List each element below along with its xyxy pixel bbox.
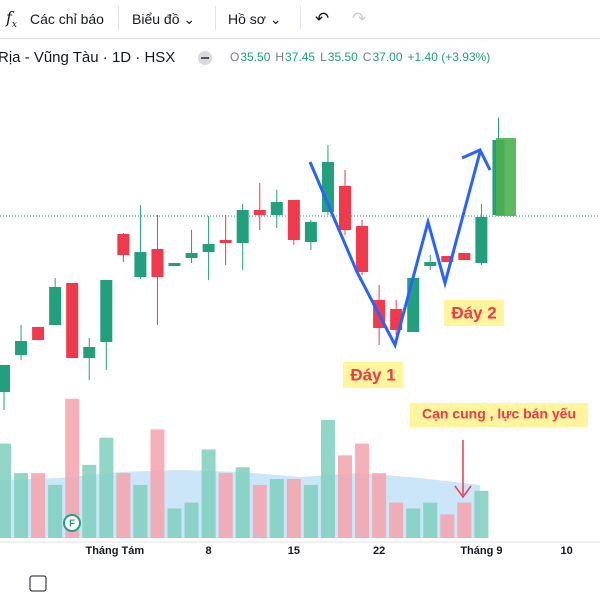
volume-bar: [355, 443, 370, 538]
volume-bar: [133, 484, 148, 538]
fx-icon[interactable]: fx: [6, 8, 17, 31]
volume-bar: [82, 464, 97, 538]
event-icon[interactable]: [63, 514, 81, 532]
redo[interactable]: ↷: [352, 9, 367, 28]
label-bg: [410, 403, 588, 427]
label: Biểu đồ: [132, 11, 180, 27]
chart-button[interactable]: Biểu đồ ⌄: [132, 11, 196, 27]
indicators-button[interactable]: Các chỉ báo: [30, 11, 104, 27]
x-tick-label: Tháng 9: [460, 545, 502, 557]
candle-body: [304, 222, 317, 242]
candle-body: [168, 263, 181, 266]
volume-bar: [303, 484, 318, 538]
candle-body: [32, 327, 45, 340]
candle-body: [236, 210, 249, 243]
volume-bar: [286, 479, 301, 538]
candle-body: [15, 341, 28, 355]
w-pattern: [308, 151, 482, 350]
volume-bar: [218, 473, 233, 538]
ohlc-label: L: [320, 50, 327, 64]
candle-body: [270, 202, 283, 215]
candle-body: [151, 249, 164, 277]
candle-body: [49, 287, 62, 325]
x-tick-label: 10: [561, 545, 573, 557]
candle-body: [219, 240, 232, 243]
ohlc-label: O: [230, 50, 239, 64]
candle-body: [0, 365, 10, 392]
volume-bar: [440, 514, 455, 538]
candle-body: [134, 252, 147, 277]
volume-bar: [48, 484, 63, 538]
label-bg: [343, 362, 403, 388]
calendar-icon[interactable]: [29, 575, 47, 592]
volume-bar: [320, 420, 335, 538]
candle-body: [441, 256, 454, 262]
volume-bar: [31, 473, 46, 538]
target-box: [496, 138, 516, 216]
volume-bar: [338, 455, 352, 538]
volume-bar: [423, 502, 438, 538]
volume-bar: [201, 449, 216, 538]
volume-bar: [14, 473, 29, 538]
candle-body: [339, 186, 351, 230]
volume-bar: [372, 473, 387, 538]
x-tick-label: 22: [373, 545, 385, 557]
candle-body: [475, 217, 488, 263]
volume-bar: [474, 490, 489, 538]
volume-bar: [457, 502, 472, 538]
volume-bar: [252, 484, 267, 538]
annotation: Đáy 2: [451, 303, 496, 322]
volume-bar: [167, 508, 182, 538]
label: Hồ sơ: [228, 11, 266, 27]
ohlc-value: 37.00: [372, 50, 402, 64]
ohlc-value: 35.50: [240, 50, 270, 64]
ohlc-value: 35.50: [328, 50, 358, 64]
ohlc-label: H: [275, 50, 284, 64]
volume-bar: [184, 502, 199, 538]
volume-bar: [150, 429, 165, 538]
svg-text:F: F: [69, 519, 75, 530]
volume-bar: [0, 443, 11, 538]
volume-bar: [406, 508, 421, 538]
label-bg: [444, 300, 504, 326]
candle-body: [202, 244, 215, 252]
candle-body: [100, 280, 113, 342]
candle-body: [185, 253, 198, 258]
arrow-head: [461, 148, 492, 171]
annotation: Cạn cung , lực bán yếu: [422, 406, 576, 422]
volume-bar: [269, 479, 284, 538]
symbol: Rịa - Vũng Tàu · 1D · HSX: [0, 49, 175, 66]
candle-body: [424, 262, 437, 266]
ohlc-label: C: [363, 50, 372, 64]
candle-body: [287, 200, 300, 240]
volume-bar: [116, 473, 131, 538]
candle-body: [458, 253, 471, 260]
profile-button[interactable]: Hồ sơ ⌄: [228, 11, 282, 27]
volume-bar: [65, 398, 80, 538]
volume-bar: [99, 437, 114, 538]
annotation: Đáy 1: [350, 365, 395, 384]
candle-body: [407, 278, 420, 332]
ohlc-value: 37.45: [285, 50, 315, 64]
candle-body: [253, 210, 266, 215]
volume-bar: [389, 502, 404, 538]
candle-body: [83, 347, 96, 358]
candle-body: [117, 234, 130, 255]
volume-bar: [235, 467, 250, 538]
x-tick-label: 15: [288, 545, 300, 557]
toolbar: fx Các chỉ báo Biểu đồ ⌄ Hồ sơ ⌄ ↶ ↷: [0, 0, 600, 39]
x-tick-label: Tháng Tám: [85, 545, 144, 557]
undo[interactable]: ↶: [315, 9, 330, 28]
x-tick-label: 8: [206, 545, 212, 557]
change: +1.40 (+3.93%): [408, 50, 491, 64]
candle-body: [66, 283, 79, 358]
candle-body: [356, 226, 369, 272]
